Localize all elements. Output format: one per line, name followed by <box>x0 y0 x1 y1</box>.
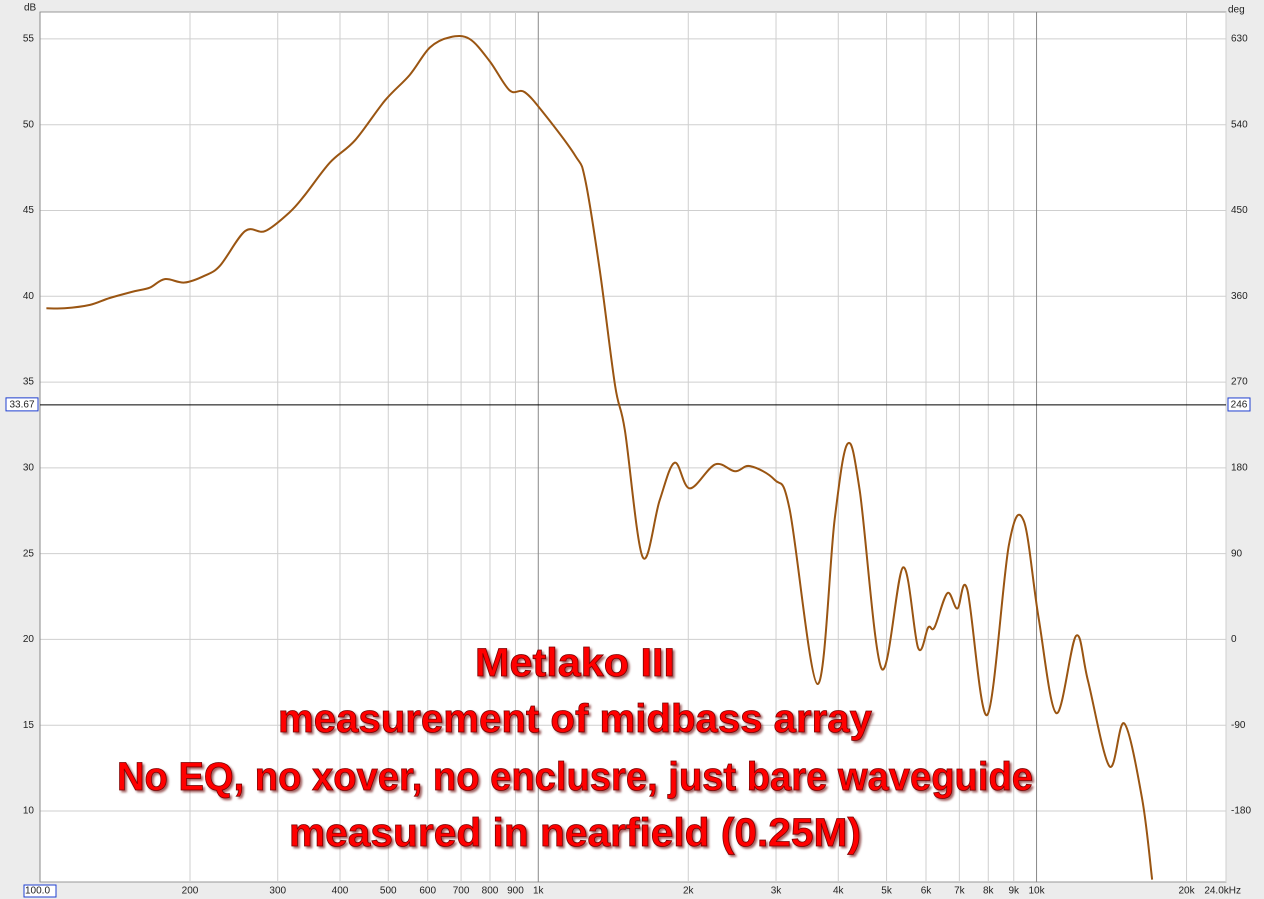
y-tick-label: 10 <box>23 806 35 817</box>
y-tick-label: 40 <box>23 291 35 302</box>
x-tick-label: 2k <box>683 886 695 897</box>
y-tick-label: 50 <box>23 119 35 130</box>
x-tick-label: 3k <box>771 886 783 897</box>
y2-tick-label: 270 <box>1231 377 1248 388</box>
y2-tick-label: 0 <box>1231 634 1237 645</box>
annotation: measured in nearfield (0.25M) <box>289 811 861 855</box>
x-tick-label: 200 <box>182 886 199 897</box>
x-tick-label: 9k <box>1008 886 1020 897</box>
x-tick-label: 24.0kHz <box>1204 886 1241 897</box>
x-tick-label: 100.0 <box>25 886 50 897</box>
x-tick-label: 7k <box>954 886 966 897</box>
x-tick-label: 500 <box>380 886 397 897</box>
y2-axis-label: deg <box>1228 5 1245 16</box>
y2-tick-label: 540 <box>1231 119 1248 130</box>
x-tick-label: 900 <box>507 886 524 897</box>
annotation: measurement of midbass array <box>278 697 873 741</box>
annotation: No EQ, no xover, no enclusre, just bare … <box>117 755 1033 799</box>
x-tick-label: 800 <box>482 886 499 897</box>
y2-tick-label: -180 <box>1231 806 1251 817</box>
x-tick-label: 20k <box>1178 886 1195 897</box>
x-tick-label: 600 <box>419 886 436 897</box>
y2-tick-label: 180 <box>1231 463 1248 474</box>
cursor-box <box>1227 397 1251 412</box>
x-tick-label: 10k <box>1028 886 1045 897</box>
x-tick-label: 300 <box>269 886 286 897</box>
y-tick-label: 25 <box>23 548 35 559</box>
y-tick-label: 55 <box>23 34 35 45</box>
cursor-label: 33.67 <box>9 400 34 411</box>
x-tick-label: 8k <box>983 886 995 897</box>
y2-tick-label: 90 <box>1231 548 1243 559</box>
cursor-box <box>23 884 57 898</box>
plot-area <box>39 11 1227 883</box>
y-tick-label: 45 <box>23 205 35 216</box>
response-line <box>46 35 1154 880</box>
y2-tick-label: 450 <box>1231 205 1248 216</box>
x-tick-label: 400 <box>332 886 349 897</box>
y2-tick-label: 630 <box>1231 34 1248 45</box>
x-tick-label: 4k <box>833 886 845 897</box>
x-tick-label: 5k <box>881 886 893 897</box>
y2-tick-label: 360 <box>1231 291 1248 302</box>
y-tick-label: 20 <box>23 634 35 645</box>
cursor-label: 246 <box>1231 400 1248 411</box>
y-axis-label: dB <box>24 3 37 14</box>
x-tick-label: 6k <box>921 886 933 897</box>
x-tick-label: 1k <box>533 886 545 897</box>
annotation: Metlako III <box>475 641 675 685</box>
y-tick-label: 15 <box>23 720 35 731</box>
y2-tick-label: -90 <box>1231 720 1246 731</box>
cursor-box <box>5 397 39 412</box>
y-tick-label: 35 <box>23 377 35 388</box>
x-tick-label: 700 <box>453 886 470 897</box>
y-tick-label: 30 <box>23 462 35 473</box>
